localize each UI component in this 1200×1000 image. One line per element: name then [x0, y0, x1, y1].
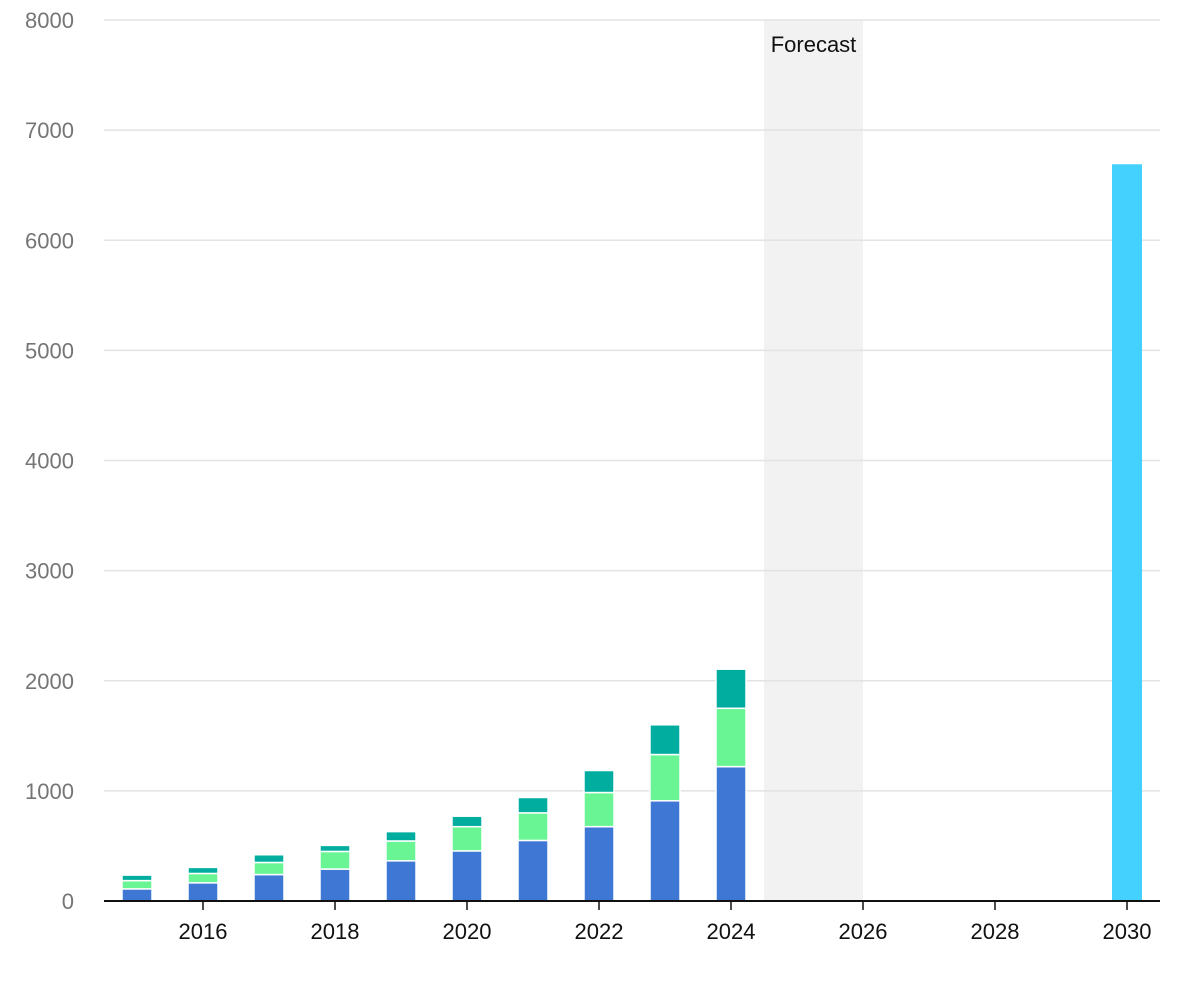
y-tick-label: 5000	[25, 338, 74, 363]
bar-segment	[583, 769, 615, 794]
y-tick-label: 7000	[25, 118, 74, 143]
bar-segment	[715, 707, 747, 768]
bar-segment	[385, 860, 417, 902]
label-layer: 0 1000 2000 3000 4000 5000 6000 7000 8000 2016 201…	[25, 8, 1151, 944]
bar-segment	[715, 668, 747, 710]
x-tick-label: 2016	[179, 919, 228, 944]
bar-segment	[385, 830, 417, 842]
bar-segment	[451, 825, 483, 852]
bar-segment	[517, 812, 549, 842]
y-tick-label: 2000	[25, 669, 74, 694]
bar-segment	[121, 874, 153, 882]
bar-segment	[319, 850, 351, 870]
y-tick-label: 4000	[25, 449, 74, 474]
bar-segment	[649, 753, 681, 802]
axis-layer	[104, 900, 1160, 910]
x-tick-label: 2026	[839, 919, 888, 944]
bar-segment	[583, 825, 615, 902]
bar-segment	[253, 861, 285, 876]
y-tick-label: 8000	[25, 8, 74, 33]
y-tick-label: 0	[62, 889, 74, 914]
bar-segment	[451, 815, 483, 828]
y-tick-label: 1000	[25, 779, 74, 804]
x-tick-label: 2022	[575, 919, 624, 944]
bar-segment	[649, 724, 681, 756]
x-tick-label: 2028	[971, 919, 1020, 944]
bar-segment	[649, 800, 681, 902]
bar-segment	[253, 853, 285, 864]
bar-segment	[319, 868, 351, 902]
bar-segment	[187, 866, 219, 875]
bar-segment	[319, 844, 351, 853]
y-tick-label: 6000	[25, 228, 74, 253]
bar-segment	[715, 765, 747, 902]
bar-segment	[121, 888, 153, 902]
bar-segment	[517, 839, 549, 902]
forecast-label: Forecast	[771, 32, 857, 57]
grid-layer	[104, 19, 1160, 792]
bar-layer	[121, 164, 1142, 902]
bar-segment	[187, 872, 219, 884]
x-tick-label: 2030	[1103, 919, 1152, 944]
x-tick-label: 2020	[443, 919, 492, 944]
bar-segment	[253, 873, 285, 902]
bar-segment	[583, 791, 615, 828]
bar-segment	[517, 796, 549, 814]
y-tick-label: 3000	[25, 559, 74, 584]
bar-segment	[121, 879, 153, 890]
x-tick-label: 2024	[707, 919, 756, 944]
bar-segment	[187, 882, 219, 902]
bar-segment	[451, 850, 483, 902]
bar-segment	[385, 840, 417, 862]
x-tick-label: 2018	[311, 919, 360, 944]
forecast-bar	[1112, 164, 1142, 902]
